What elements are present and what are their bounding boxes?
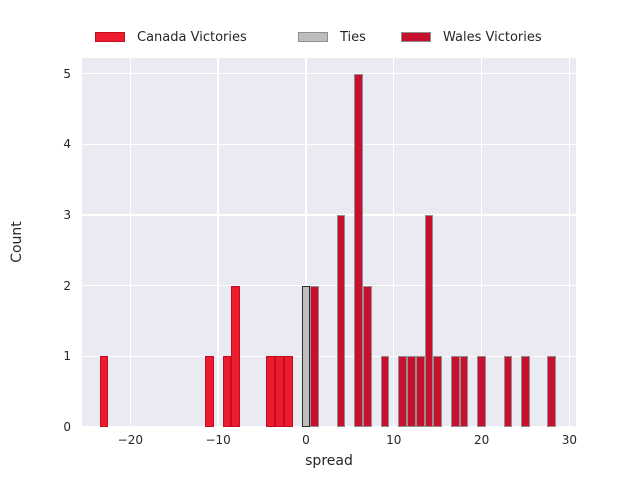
legend-entry-ties: Ties	[298, 28, 366, 46]
histogram-bar-wales-x7	[363, 285, 372, 427]
histogram-bar-canada-x-3	[275, 356, 284, 427]
gridline-x--10	[217, 57, 219, 427]
histogram-bar-wales-x14	[424, 215, 434, 427]
histogram-bar-ties-x0	[301, 285, 311, 427]
plot-area	[82, 57, 576, 427]
canada-swatch-icon	[95, 32, 125, 42]
x-tick-label-20: 20	[473, 433, 490, 447]
histogram-bar-canada-x-23	[99, 356, 109, 427]
histogram-bar-wales-x17	[450, 356, 460, 427]
gridline-y-5	[82, 73, 576, 75]
histogram-bar-wales-x1	[310, 285, 320, 427]
y-tick-label-4: 4	[63, 137, 71, 152]
histogram-bar-wales-x9	[380, 356, 390, 427]
histogram-bar-canada-x-11	[204, 356, 214, 427]
x-tick-label--10: −10	[205, 433, 231, 447]
gridline-x-30	[568, 57, 571, 427]
histogram-bar-canada-x-2	[283, 356, 293, 427]
gridline-y-0	[82, 426, 576, 428]
gridline-x-10	[393, 57, 395, 427]
histogram-bar-canada-x-8	[231, 285, 241, 427]
y-tick-label-1: 1	[63, 349, 71, 364]
gridline-y-1	[82, 355, 576, 358]
y-tick-label-5: 5	[63, 66, 71, 81]
x-tick-label--20: −20	[117, 433, 143, 447]
legend-label-wales: Wales Victories	[443, 29, 542, 45]
histogram-bar-wales-x25	[521, 356, 530, 427]
y-tick-label-2: 2	[63, 278, 71, 293]
histogram-bar-canada-x-4	[266, 356, 276, 427]
gridline-y-2	[82, 284, 576, 287]
histogram-bar-wales-x12	[406, 356, 416, 427]
x-tick-label-30: 30	[561, 433, 578, 447]
histogram-bar-wales-x11	[398, 356, 407, 427]
x-tick-label-10: 10	[386, 433, 402, 447]
histogram-bar-wales-x6	[354, 73, 364, 427]
gridline-x-0	[305, 57, 307, 427]
histogram-bar-wales-x13	[415, 356, 425, 427]
gridline-y-3	[82, 214, 576, 216]
y-axis-label: Count	[9, 221, 25, 264]
gridline-x-20	[480, 57, 483, 427]
histogram-bar-wales-x23	[503, 356, 513, 427]
histogram-bar-wales-x20	[477, 356, 486, 427]
wales-swatch-icon	[401, 32, 431, 42]
histogram-bar-wales-x28	[547, 356, 557, 427]
histogram-bar-wales-x15	[433, 356, 443, 427]
histogram-bar-wales-x18	[459, 356, 469, 427]
gridline-y-4	[82, 143, 576, 146]
x-axis-label: spread	[305, 453, 353, 469]
legend-entry-wales: Wales Victories	[401, 28, 542, 46]
chart-legend: Canada Victories Ties Wales Victories	[0, 28, 640, 48]
legend-entry-canada: Canada Victories	[95, 28, 247, 46]
histogram-bar-canada-x-9	[222, 356, 232, 427]
gridline-x--20	[129, 57, 131, 427]
y-tick-label-3: 3	[63, 208, 71, 223]
ties-swatch-icon	[298, 32, 328, 42]
legend-label-ties: Ties	[340, 29, 366, 45]
x-tick-label-0: 0	[302, 433, 310, 447]
histogram-bar-wales-x4	[336, 215, 346, 427]
y-tick-label-0: 0	[63, 420, 71, 434]
legend-label-canada: Canada Victories	[137, 29, 247, 45]
